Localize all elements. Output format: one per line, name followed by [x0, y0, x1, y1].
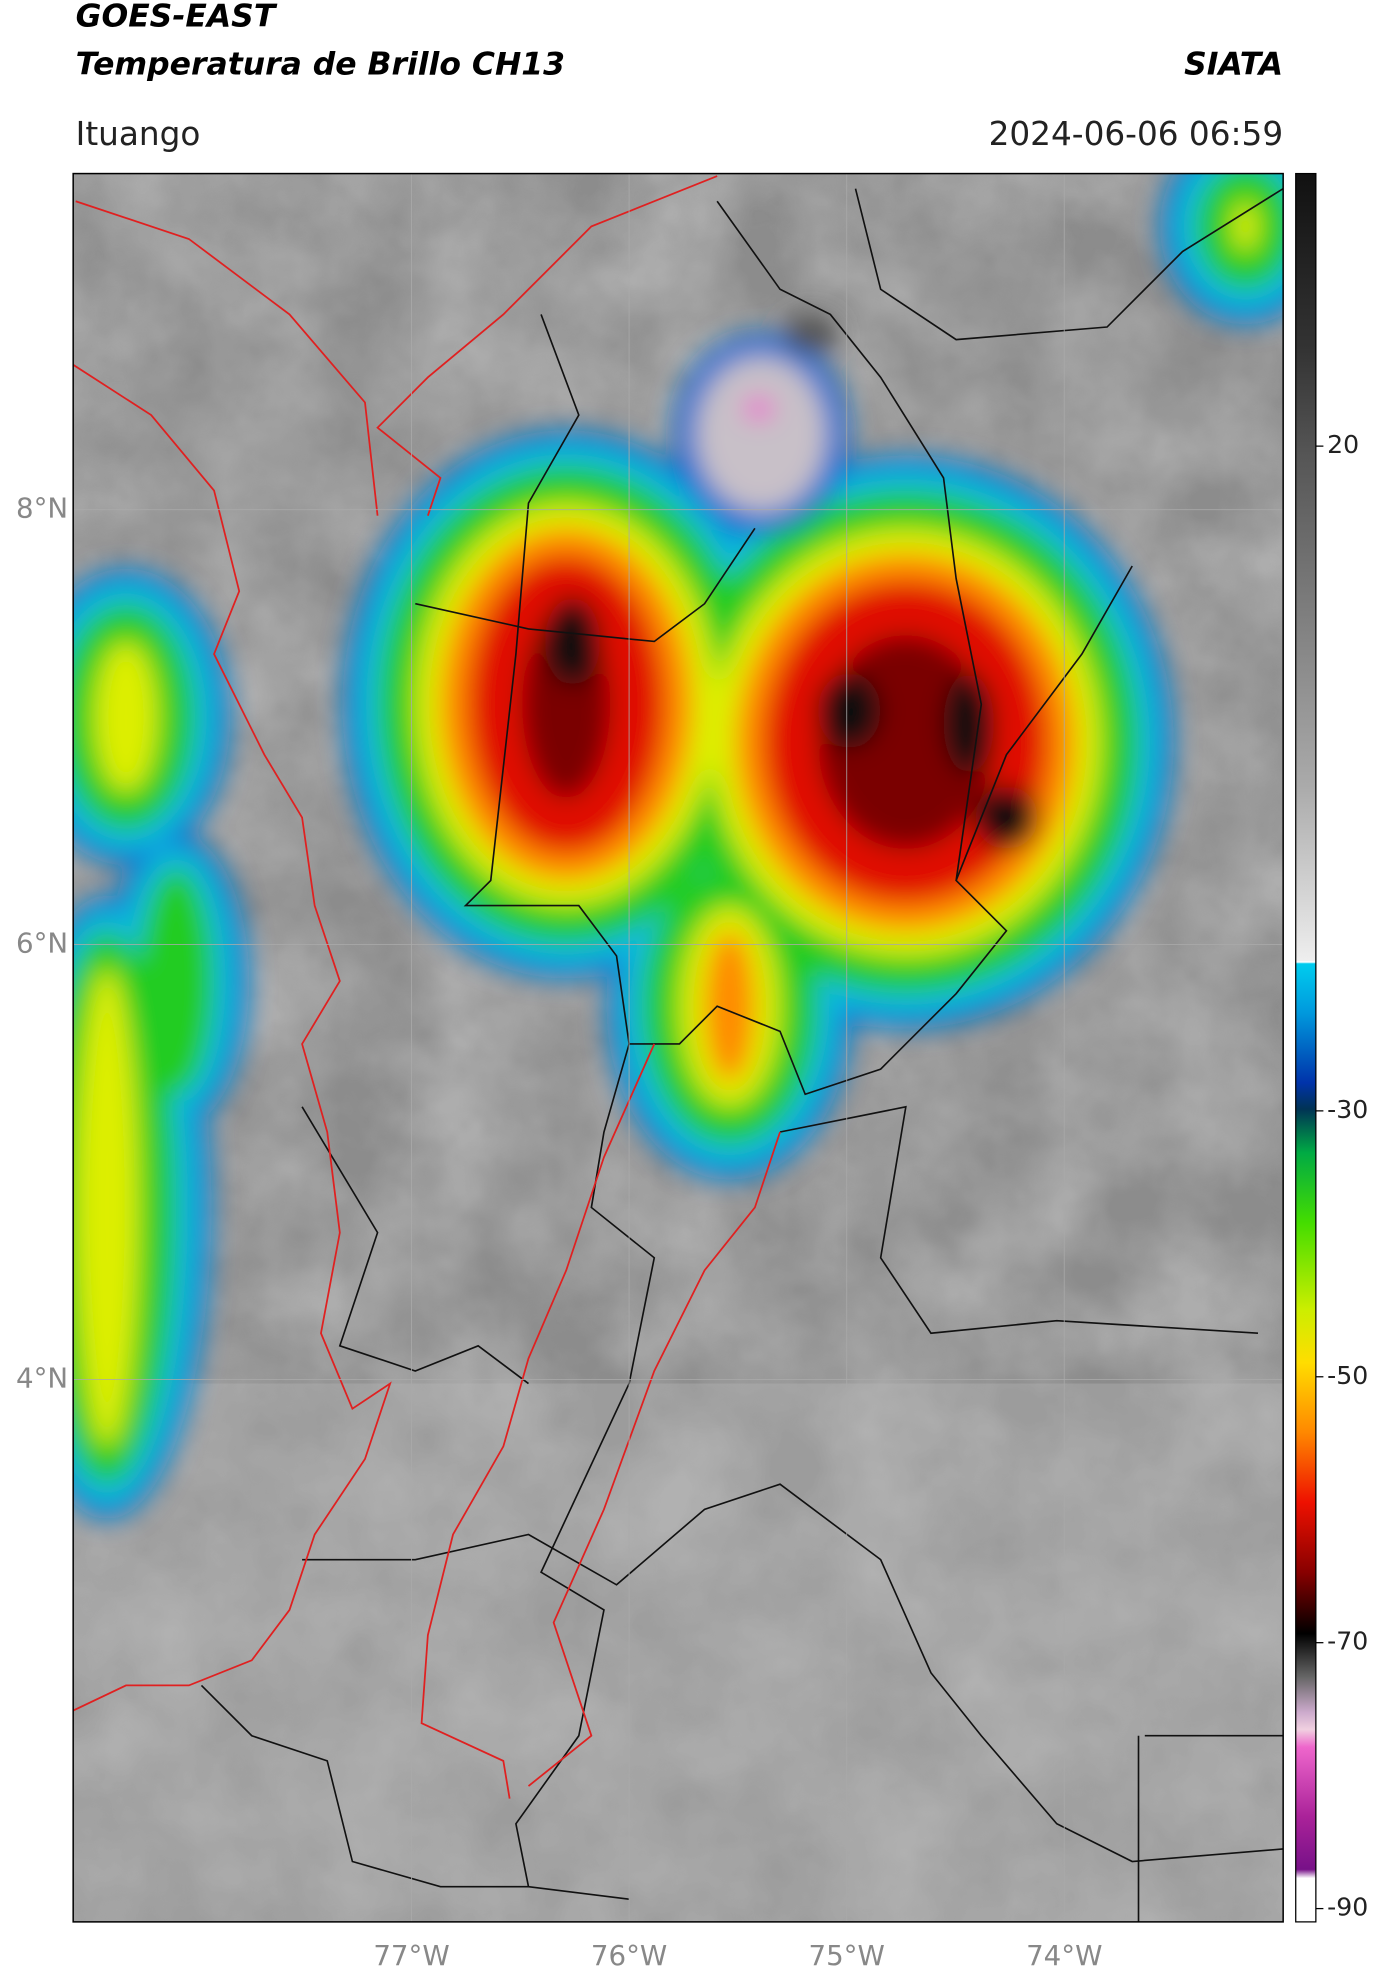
storm-cells: [73, 173, 1284, 1520]
storm-core: [817, 672, 881, 749]
lon-label: 77°W: [373, 1939, 449, 1972]
subtitle: Temperatura de Brillo CH13: [76, 46, 565, 82]
brand: SIATA: [1184, 46, 1283, 82]
storm-layer: [138, 867, 215, 1095]
colorbar-tick-label: -70: [1327, 1627, 1368, 1656]
storm-layer: [1232, 201, 1258, 252]
map-frame: [72, 172, 1284, 1923]
storm-core: [544, 597, 601, 686]
lon-label: 74°W: [1026, 1939, 1102, 1972]
colorbar: [1295, 172, 1317, 1923]
lat-label: 6°N: [16, 927, 68, 960]
colorbar-tick-label: 20: [1327, 430, 1359, 459]
map-area: [73, 173, 1284, 1922]
cold-cell-core: [743, 397, 774, 421]
storm-layer: [94, 641, 158, 793]
cold-cell: [695, 355, 827, 512]
colorbar-tick-label: -30: [1327, 1095, 1368, 1124]
lon-label: 76°W: [591, 1939, 667, 1972]
location: Ituango: [76, 115, 201, 153]
cold-cell-top: [783, 313, 840, 354]
lat-label: 4°N: [16, 1361, 68, 1394]
storm-core: [975, 786, 1038, 849]
borders: [200, 187, 1284, 1922]
lon-label: 75°W: [808, 1939, 884, 1972]
storm-core: [943, 672, 994, 774]
haze: [73, 1383, 1284, 1922]
storm-layer: [704, 930, 755, 1082]
colorbar-tick-label: -50: [1327, 1361, 1368, 1390]
gridlines: [73, 173, 1284, 1922]
title: GOES-EAST: [76, 0, 278, 35]
storm-layer: [75, 968, 139, 1447]
datetime: 2024-06-06 06:59: [989, 115, 1284, 153]
colorbar-tick-label: -90: [1327, 1893, 1368, 1922]
tick-labels: 77°W 76°W 75°W 74°W 8°N 6°N 4°N 20 -30 -50 -70 -90: [16, 430, 1368, 1972]
lat-label: 8°N: [16, 492, 68, 525]
